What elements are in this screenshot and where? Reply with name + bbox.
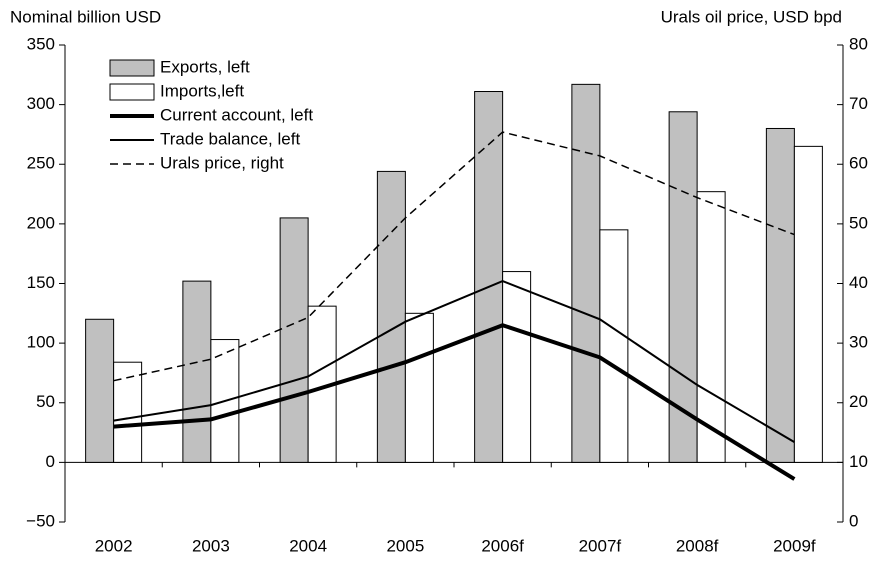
legend-label: Exports, left (160, 57, 250, 76)
legend-label: Trade balance, left (160, 129, 300, 148)
legend-label: Imports,left (160, 81, 244, 100)
y-tick-label: −50 (26, 511, 55, 530)
y-axis-label: Nominal billion USD (10, 7, 161, 26)
bar (793, 145, 823, 463)
bar (571, 83, 601, 463)
x-tick-label: 2005 (386, 536, 424, 555)
x-tick-label: 2002 (95, 536, 133, 555)
legend-swatch (109, 59, 155, 77)
bar (182, 280, 212, 463)
y2-axis-label: Urals oil price, USD bpd (661, 7, 842, 26)
y-tick-label: 100 (27, 333, 55, 352)
y-tick-label: 150 (27, 273, 55, 292)
legend-label: Current account, left (160, 105, 313, 124)
y-tick-label: 250 (27, 154, 55, 173)
y2-tick-label: 10 (849, 452, 868, 471)
x-tick-label: 2007f (579, 536, 622, 555)
y2-tick-label: 80 (849, 34, 868, 53)
legend-swatch (109, 83, 155, 101)
x-tick-label: 2006f (481, 536, 524, 555)
y2-tick-label: 60 (849, 154, 868, 173)
line (113, 131, 795, 382)
y-tick-label: 200 (27, 213, 55, 232)
x-tick-label: 2004 (289, 536, 327, 555)
x-tick-label: 2003 (192, 536, 230, 555)
y2-tick-label: 0 (849, 511, 858, 530)
bar (376, 170, 406, 463)
y2-tick-label: 40 (849, 273, 868, 292)
bar (474, 91, 504, 463)
y2-tick-label: 70 (849, 94, 868, 113)
y-tick-label: 350 (27, 34, 55, 53)
x-tick-label: 2008f (676, 536, 719, 555)
y-tick-label: 300 (27, 94, 55, 113)
y-tick-label: 0 (46, 452, 55, 471)
line (113, 280, 795, 443)
y2-tick-label: 50 (849, 213, 868, 232)
bar (404, 312, 434, 463)
y2-tick-label: 30 (849, 333, 868, 352)
x-tick-label: 2009f (773, 536, 816, 555)
bar (279, 217, 309, 463)
y2-tick-label: 20 (849, 392, 868, 411)
bar (765, 127, 795, 463)
bar (599, 229, 629, 463)
y-tick-label: 50 (36, 392, 55, 411)
legend-label: Urals price, right (160, 153, 284, 172)
bar (696, 191, 726, 463)
line (113, 323, 796, 481)
bar (502, 271, 532, 463)
bar (85, 318, 115, 463)
